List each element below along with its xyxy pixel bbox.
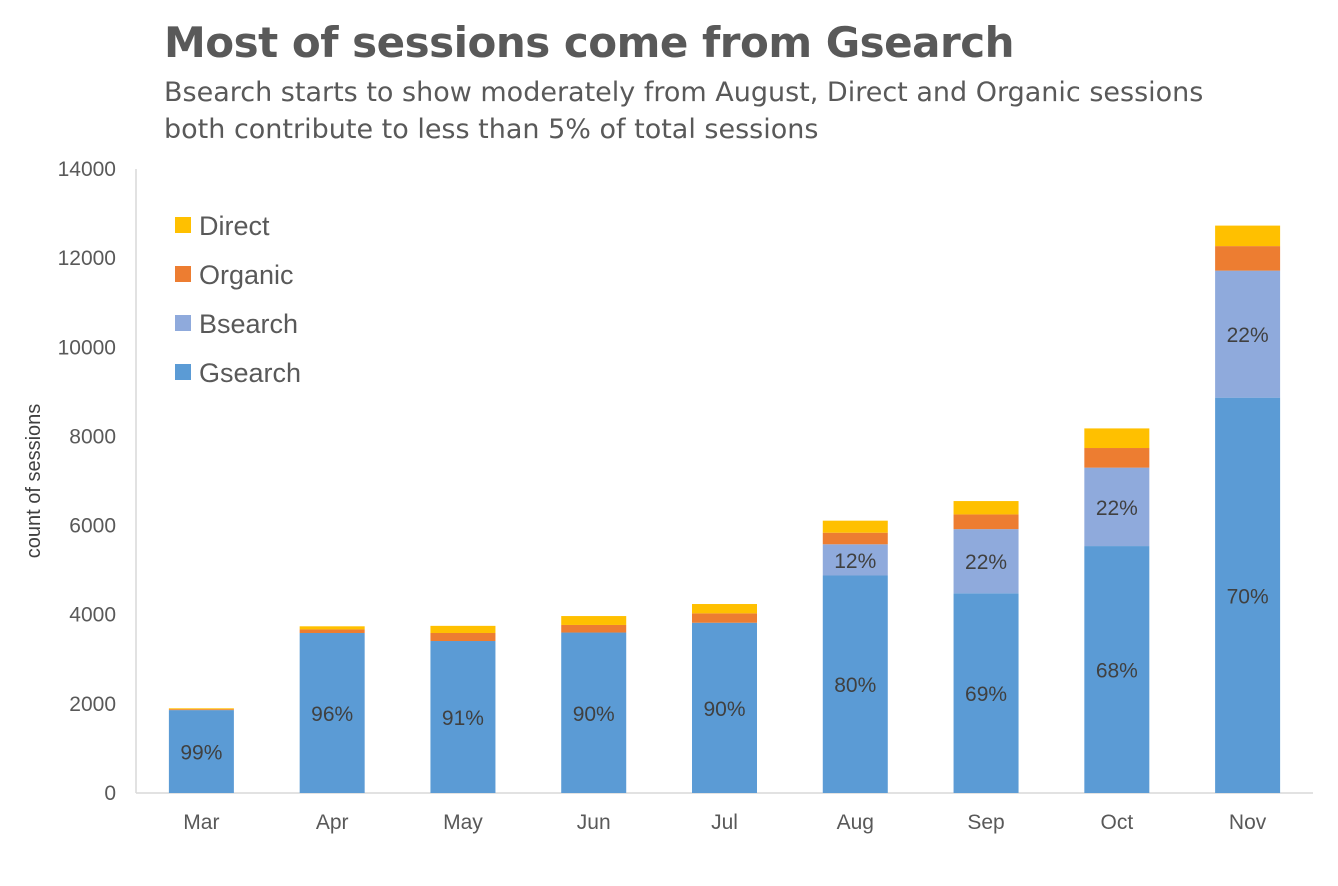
bar-direct bbox=[299, 626, 365, 630]
bar-organic bbox=[430, 632, 496, 642]
data-label: 96% bbox=[311, 703, 353, 726]
data-label: 70% bbox=[1227, 585, 1269, 608]
legend-swatch-direct bbox=[175, 217, 191, 233]
chart-title: Most of sessions come from Gsearch bbox=[164, 18, 1015, 67]
x-tick-label: Jun bbox=[577, 811, 611, 834]
data-label: 99% bbox=[180, 742, 222, 765]
bar-gsearch bbox=[561, 632, 627, 793]
legend-label-bsearch: Bsearch bbox=[199, 309, 298, 339]
legend-swatch-bsearch bbox=[175, 315, 191, 331]
bar-gsearch bbox=[430, 641, 496, 793]
chart-subtitle: Bsearch starts to show moderately from A… bbox=[164, 77, 1204, 145]
y-tick-label: 6000 bbox=[69, 515, 116, 538]
y-tick-label: 12000 bbox=[58, 247, 116, 270]
bar-bsearch bbox=[1215, 270, 1281, 398]
data-label: 80% bbox=[834, 674, 876, 697]
bar-organic bbox=[953, 514, 1019, 530]
x-tick-label: Apr bbox=[316, 811, 349, 834]
y-tick-label: 10000 bbox=[58, 336, 116, 359]
legend-label-direct: Direct bbox=[199, 211, 270, 241]
bar-direct bbox=[430, 625, 496, 633]
data-label: 22% bbox=[1227, 324, 1269, 347]
legend-label-organic: Organic bbox=[199, 260, 294, 290]
data-label: 68% bbox=[1096, 660, 1138, 683]
data-label: 22% bbox=[1096, 497, 1138, 520]
bar-organic bbox=[168, 709, 234, 711]
y-tick-label: 8000 bbox=[69, 425, 116, 448]
legend-label-gsearch: Gsearch bbox=[199, 358, 301, 388]
data-label: 91% bbox=[442, 707, 484, 730]
x-tick-label: Jul bbox=[711, 811, 738, 834]
plot-area: 0 2000 4000 6000 8000 10000 12000 14000 count of… bbox=[23, 158, 1313, 834]
bar-organic bbox=[561, 624, 627, 633]
y-tick-label: 0 bbox=[104, 782, 116, 805]
bar-bsearch bbox=[1084, 467, 1150, 547]
bar-gsearch bbox=[168, 710, 234, 793]
bar-bsearch bbox=[822, 544, 888, 576]
y-tick-label: 4000 bbox=[69, 604, 116, 627]
data-label: 69% bbox=[965, 683, 1007, 706]
bar-direct bbox=[561, 616, 627, 625]
bar-direct bbox=[822, 520, 888, 533]
x-tick-label: Aug bbox=[837, 811, 874, 834]
bar-organic bbox=[692, 613, 757, 623]
bar-organic bbox=[299, 629, 365, 633]
legend: Direct Organic Bsearch Gsearch bbox=[175, 211, 301, 388]
y-tick-label: 14000 bbox=[58, 158, 116, 181]
bar-gsearch bbox=[1084, 546, 1150, 793]
legend-swatch-gsearch bbox=[175, 364, 191, 380]
bar-direct bbox=[1215, 225, 1281, 247]
data-label: 12% bbox=[834, 550, 876, 573]
bar-gsearch bbox=[822, 575, 888, 793]
x-tick-label: Nov bbox=[1229, 811, 1267, 834]
bar-direct bbox=[1084, 428, 1150, 449]
bar-gsearch bbox=[953, 593, 1019, 793]
x-tick-label: Oct bbox=[1100, 811, 1133, 834]
bar-gsearch bbox=[299, 632, 365, 793]
data-label: 90% bbox=[573, 703, 615, 726]
data-label: 90% bbox=[703, 698, 745, 721]
y-axis-title: count of sessions bbox=[23, 404, 45, 559]
x-tick-label: May bbox=[443, 811, 483, 834]
legend-swatch-organic bbox=[175, 266, 191, 282]
bar-direct bbox=[168, 708, 234, 710]
y-tick-label: 2000 bbox=[69, 693, 116, 716]
bar-gsearch bbox=[1215, 397, 1281, 793]
bar-organic bbox=[1215, 246, 1281, 271]
bar-gsearch bbox=[692, 622, 757, 793]
bar-bsearch bbox=[953, 529, 1019, 594]
bar-organic bbox=[822, 532, 888, 545]
x-tick-label: Sep bbox=[967, 811, 1004, 834]
x-tick-label: Mar bbox=[183, 811, 219, 834]
bar-direct bbox=[692, 604, 757, 614]
bar-organic bbox=[1084, 448, 1150, 468]
data-label: 22% bbox=[965, 551, 1007, 574]
bar-direct bbox=[953, 501, 1019, 515]
